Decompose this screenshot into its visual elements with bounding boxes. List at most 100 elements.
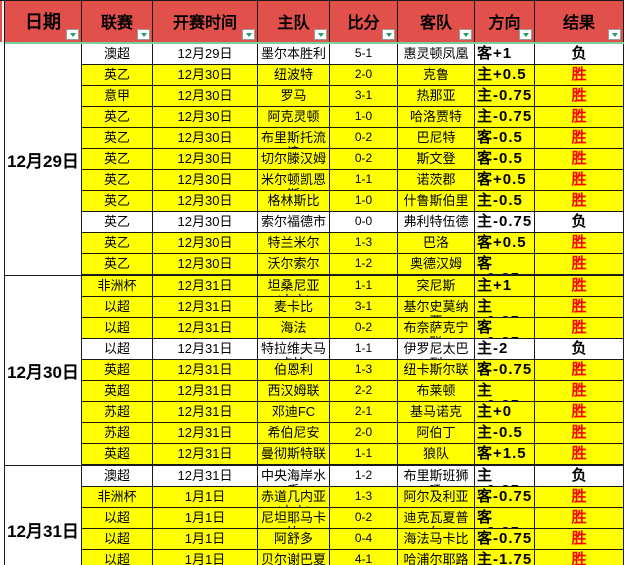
cell-away-team[interactable]: 惠灵顿凤凰 [398, 44, 475, 64]
cell-result[interactable]: 胜 [535, 402, 624, 422]
cell-home-team[interactable]: 米尔顿凯恩斯 [258, 170, 330, 190]
cell-direction[interactable]: 客-0.75 [475, 487, 535, 507]
cell-score[interactable]: 0-0 [330, 212, 398, 232]
cell-away-team[interactable]: 阿尔及利亚 [398, 487, 475, 507]
cell-direction[interactable]: 主+0.25 [475, 297, 535, 317]
cell-league[interactable]: 英乙 [82, 233, 153, 253]
cell-score[interactable]: 4-1 [330, 550, 398, 565]
cell-time[interactable]: 12月31日 [153, 318, 258, 338]
cell-time[interactable]: 12月31日 [153, 466, 258, 486]
cell-away-team[interactable]: 哈浦尔耶路撒冷 [398, 550, 475, 565]
cell-time[interactable]: 12月31日 [153, 360, 258, 380]
cell-league[interactable]: 以超 [82, 339, 153, 359]
cell-home-team[interactable]: 曼彻斯特联 [258, 444, 330, 464]
cell-direction[interactable]: 客-0.5 [475, 128, 535, 148]
cell-score[interactable]: 1-3 [330, 360, 398, 380]
cell-result[interactable]: 胜 [535, 508, 624, 528]
cell-league[interactable]: 英乙 [82, 65, 153, 85]
filter-button-score[interactable] [382, 29, 395, 40]
cell-time[interactable]: 12月30日 [153, 128, 258, 148]
cell-score[interactable]: 0-2 [330, 149, 398, 169]
cell-result[interactable]: 胜 [535, 360, 624, 380]
cell-league[interactable]: 英乙 [82, 254, 153, 274]
cell-away-team[interactable]: 迪克瓦夏普尔 [398, 508, 475, 528]
cell-home-team[interactable]: 纽波特 [258, 65, 330, 85]
cell-score[interactable]: 1-2 [330, 254, 398, 274]
cell-away-team[interactable]: 海法马卡比 [398, 529, 475, 549]
cell-home-team[interactable]: 罗马 [258, 86, 330, 106]
cell-away-team[interactable]: 热那亚 [398, 86, 475, 106]
cell-direction[interactable]: 客+1 [475, 44, 535, 64]
cell-time[interactable]: 12月30日 [153, 107, 258, 127]
cell-result[interactable]: 负 [535, 466, 624, 486]
cell-score[interactable]: 3-1 [330, 297, 398, 317]
cell-away-team[interactable]: 斯文登 [398, 149, 475, 169]
cell-result[interactable]: 胜 [535, 550, 624, 565]
cell-result[interactable]: 胜 [535, 254, 624, 274]
cell-away-team[interactable]: 布莱顿 [398, 381, 475, 401]
cell-away-team[interactable]: 布奈萨克宁联 [398, 318, 475, 338]
cell-score[interactable]: 5-1 [330, 44, 398, 64]
cell-score[interactable]: 3-1 [330, 86, 398, 106]
cell-result[interactable]: 胜 [535, 529, 624, 549]
cell-time[interactable]: 12月30日 [153, 233, 258, 253]
cell-time[interactable]: 12月31日 [153, 381, 258, 401]
cell-away-team[interactable]: 克鲁 [398, 65, 475, 85]
cell-league[interactable]: 英乙 [82, 170, 153, 190]
cell-score[interactable]: 1-2 [330, 466, 398, 486]
cell-away-team[interactable]: 诺茨郡 [398, 170, 475, 190]
cell-result[interactable]: 胜 [535, 381, 624, 401]
cell-result[interactable]: 负 [535, 44, 624, 64]
cell-score[interactable]: 0-2 [330, 508, 398, 528]
cell-direction[interactable]: 客+0.5 [475, 233, 535, 253]
cell-league[interactable]: 英乙 [82, 128, 153, 148]
cell-away-team[interactable]: 纽卡斯尔联 [398, 360, 475, 380]
cell-score[interactable]: 1-3 [330, 487, 398, 507]
cell-home-team[interactable]: 中央海岸水手 [258, 466, 330, 486]
cell-direction[interactable]: 主-0.75 [475, 107, 535, 127]
cell-direction[interactable]: 主+0.25 [475, 381, 535, 401]
cell-result[interactable]: 胜 [535, 487, 624, 507]
cell-time[interactable]: 12月30日 [153, 149, 258, 169]
cell-away-team[interactable]: 基尔史莫纳亚 [398, 297, 475, 317]
cell-score[interactable]: 2-0 [330, 423, 398, 443]
cell-away-team[interactable]: 狼队 [398, 444, 475, 464]
cell-direction[interactable]: 主-0.5 [475, 423, 535, 443]
cell-result[interactable]: 胜 [535, 444, 624, 464]
cell-time[interactable]: 12月31日 [153, 402, 258, 422]
cell-direction[interactable]: 客-0.75 [475, 529, 535, 549]
cell-home-team[interactable]: 贝尔谢巴夏普尔 [258, 550, 330, 565]
cell-home-team[interactable]: 墨尔本胜利 [258, 44, 330, 64]
cell-league[interactable]: 澳超 [82, 466, 153, 486]
filter-button-direction[interactable] [519, 29, 532, 40]
cell-result[interactable]: 胜 [535, 318, 624, 338]
cell-score[interactable]: 0-4 [330, 529, 398, 549]
cell-league[interactable]: 英乙 [82, 191, 153, 211]
cell-league[interactable]: 以超 [82, 550, 153, 565]
cell-score[interactable]: 2-0 [330, 65, 398, 85]
cell-league[interactable]: 苏超 [82, 423, 153, 443]
cell-time[interactable]: 12月31日 [153, 444, 258, 464]
cell-league[interactable]: 非洲杯 [82, 487, 153, 507]
cell-away-team[interactable]: 奥德汉姆 [398, 254, 475, 274]
date-group-label-cell[interactable]: 12月29日 [5, 44, 82, 275]
cell-home-team[interactable]: 伯恩利 [258, 360, 330, 380]
cell-time[interactable]: 12月30日 [153, 212, 258, 232]
cell-home-team[interactable]: 阿克灵顿 [258, 107, 330, 127]
cell-home-team[interactable]: 格林斯比 [258, 191, 330, 211]
cell-result[interactable]: 胜 [535, 191, 624, 211]
cell-time[interactable]: 12月31日 [153, 339, 258, 359]
cell-direction[interactable]: 主-2 [475, 339, 535, 359]
cell-time[interactable]: 12月31日 [153, 297, 258, 317]
cell-time[interactable]: 12月30日 [153, 170, 258, 190]
filter-button-league[interactable] [137, 29, 150, 40]
filter-button-away[interactable] [459, 29, 472, 40]
cell-away-team[interactable]: 什鲁斯伯里 [398, 191, 475, 211]
cell-home-team[interactable]: 切尔滕汉姆 [258, 149, 330, 169]
cell-result[interactable]: 胜 [535, 86, 624, 106]
filter-button-result[interactable] [608, 29, 621, 40]
cell-home-team[interactable]: 希伯尼安 [258, 423, 330, 443]
cell-away-team[interactable]: 布里斯班狮吼 [398, 466, 475, 486]
filter-button-home[interactable] [314, 29, 327, 40]
cell-result[interactable]: 胜 [535, 276, 624, 296]
